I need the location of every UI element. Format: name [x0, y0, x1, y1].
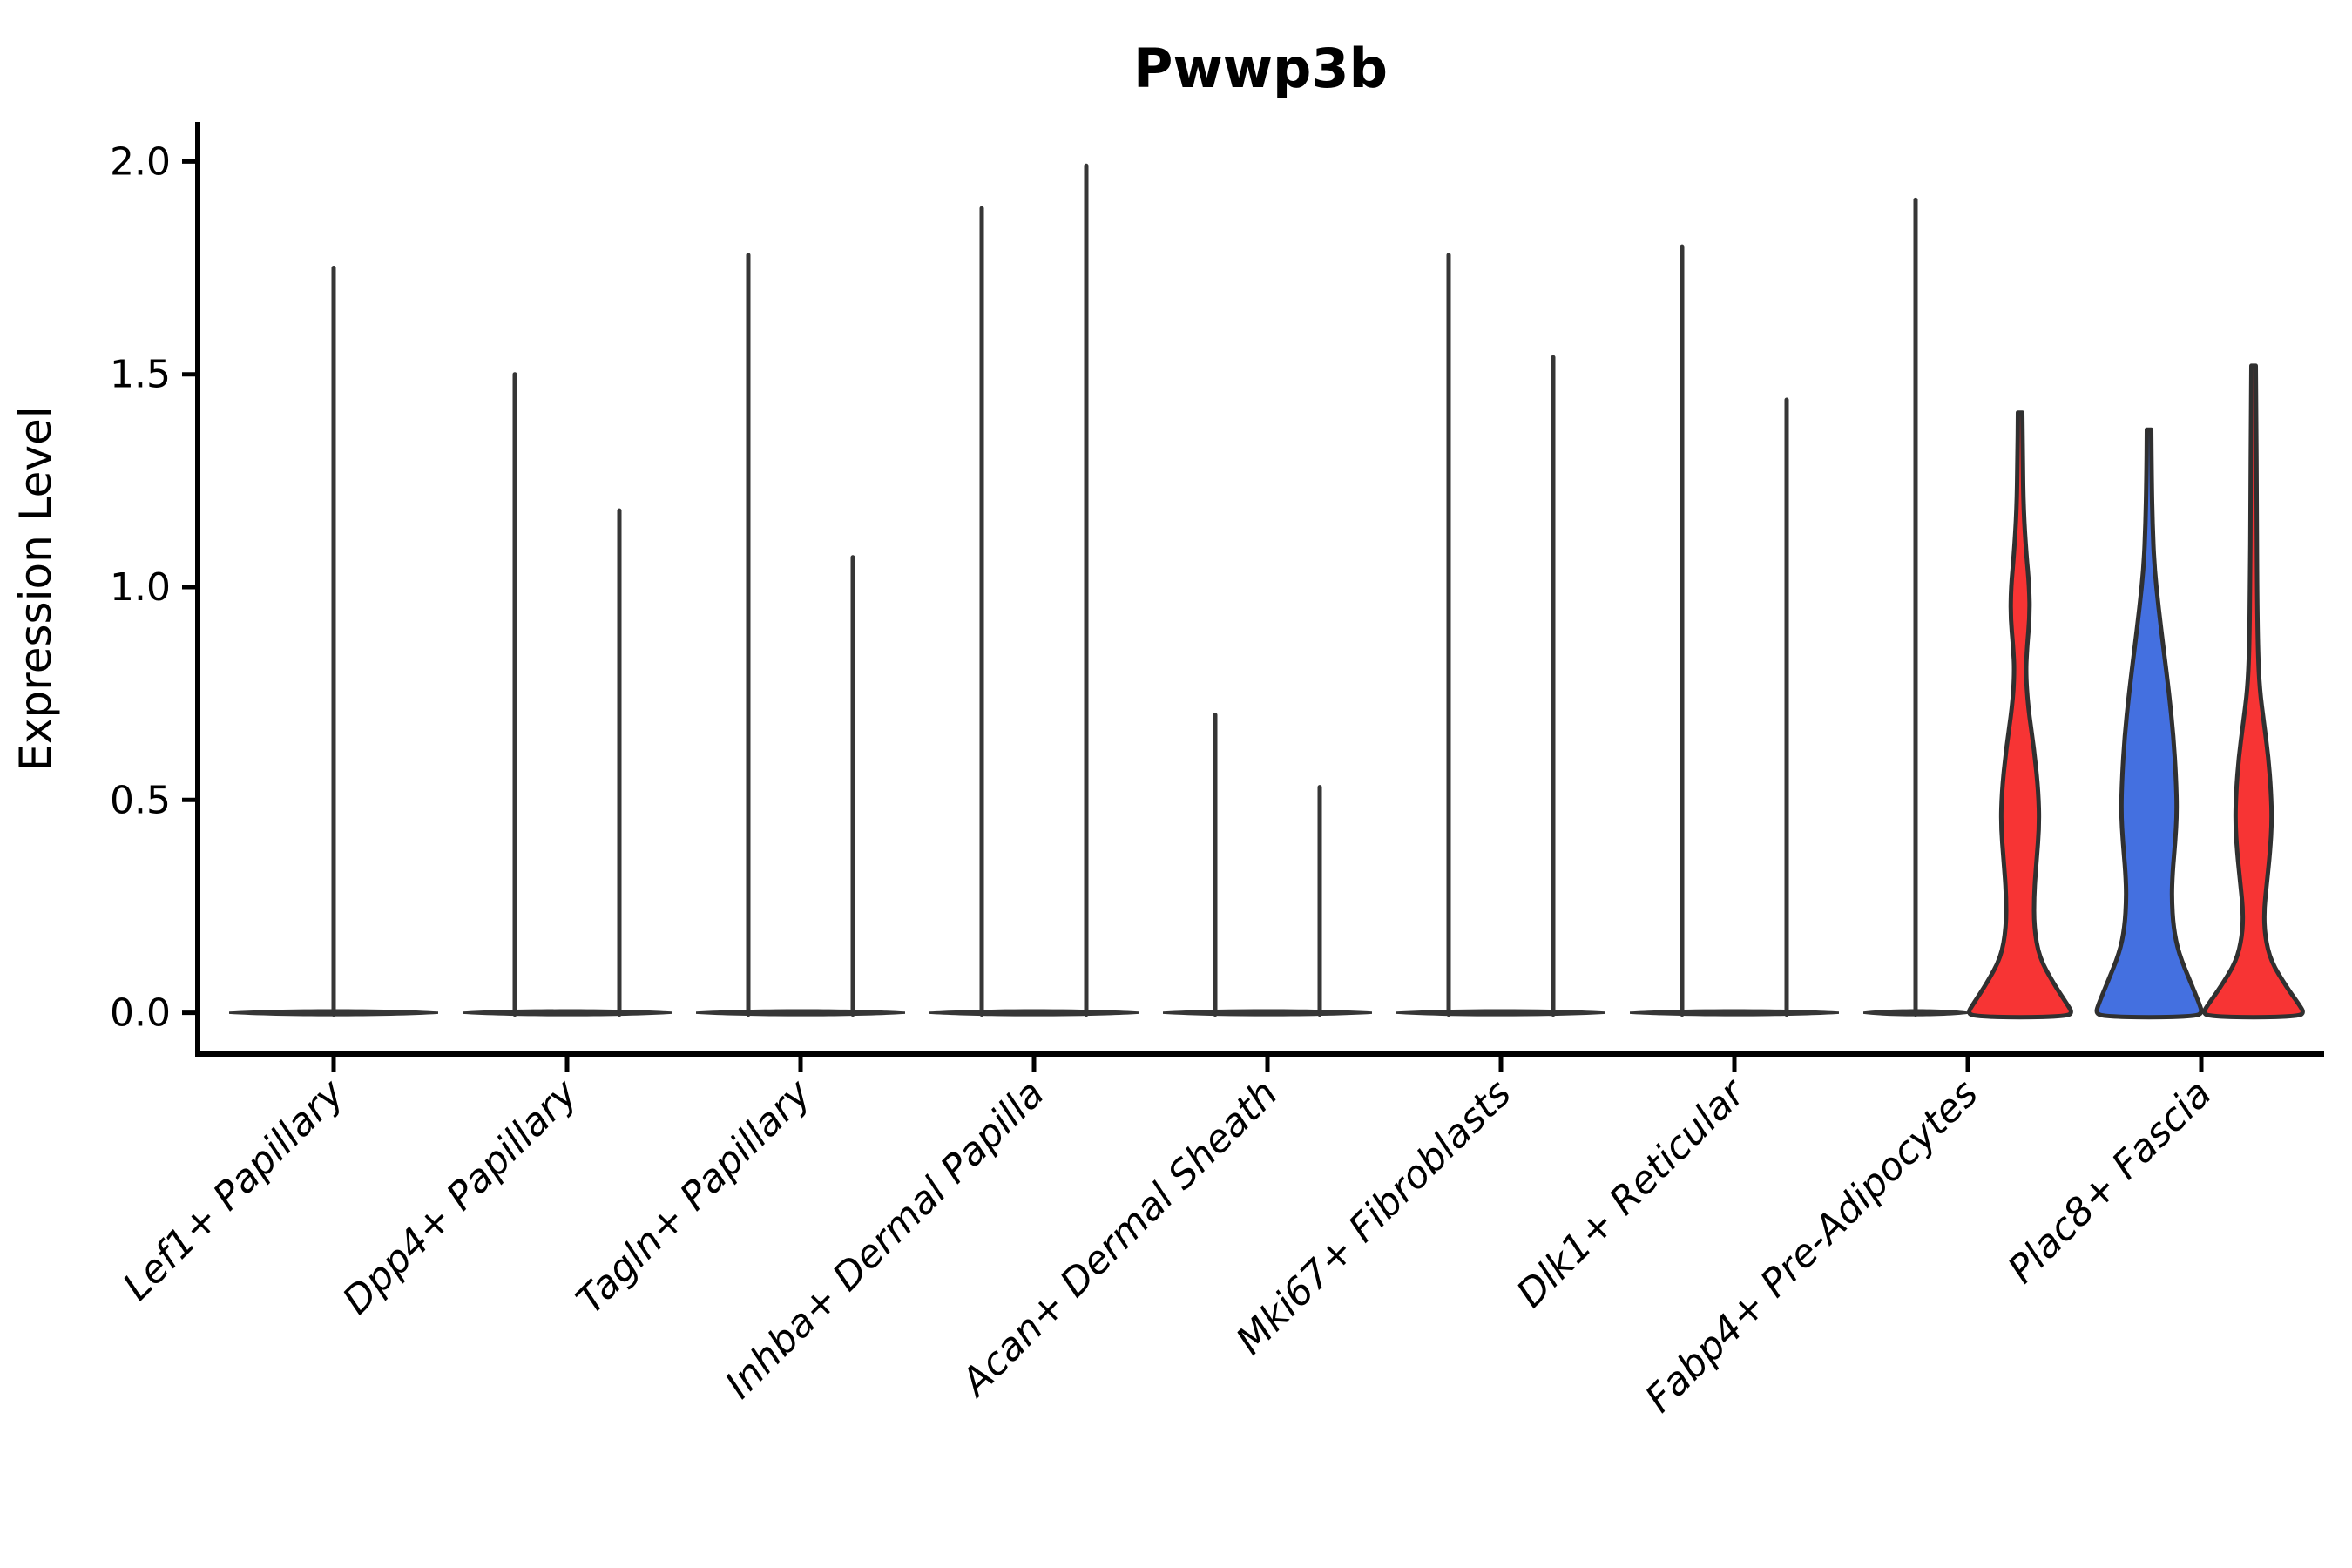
- y-axis-ticks: 0.0 0.5 1.0 1.5 2.0: [110, 139, 198, 1036]
- violin-base-dpp4-papillary: [463, 1009, 672, 1017]
- violin-base-acan-dermal-sheath: [1163, 1009, 1372, 1017]
- violin-base-dlk1-reticular: [1630, 1009, 1839, 1017]
- violins-layer: [229, 163, 2305, 1020]
- x-tick-label-plac8-fascia: Plac8+ Fascia: [1999, 1071, 2220, 1292]
- violin-base-inhba-dermal-papilla: [929, 1009, 1139, 1017]
- violin-fabp4-pre-adipocytes-right-red: [1967, 410, 2073, 1020]
- y-tick-label: 0.0: [110, 991, 171, 1036]
- violin-base-tagln-papillary: [696, 1009, 905, 1017]
- x-tick-label-tagln-papillary: Tagln+ Papillary: [568, 1071, 820, 1322]
- x-tick-label-dlk1-reticular: Dlk1+ Reticular: [1508, 1070, 1754, 1316]
- violin-plac8-fascia-right-red: [2202, 363, 2305, 1020]
- x-tick-label-dpp4-papillary: Dpp4+ Papillary: [335, 1071, 587, 1323]
- violin-base-mki67-fibroblasts: [1396, 1009, 1605, 1017]
- y-tick-label: 2.0: [110, 139, 171, 184]
- y-tick-label: 1.5: [110, 353, 171, 397]
- y-tick-label: 0.5: [110, 778, 171, 822]
- x-tick-label-lef1-papillary: Lef1+ Papillary: [115, 1071, 354, 1309]
- violin-plac8-fascia-left-blue: [2094, 427, 2204, 1020]
- chart-title: Pwwp3b: [1133, 37, 1388, 100]
- y-axis-label: Expression Level: [10, 406, 61, 771]
- y-tick-label: 1.0: [110, 565, 171, 610]
